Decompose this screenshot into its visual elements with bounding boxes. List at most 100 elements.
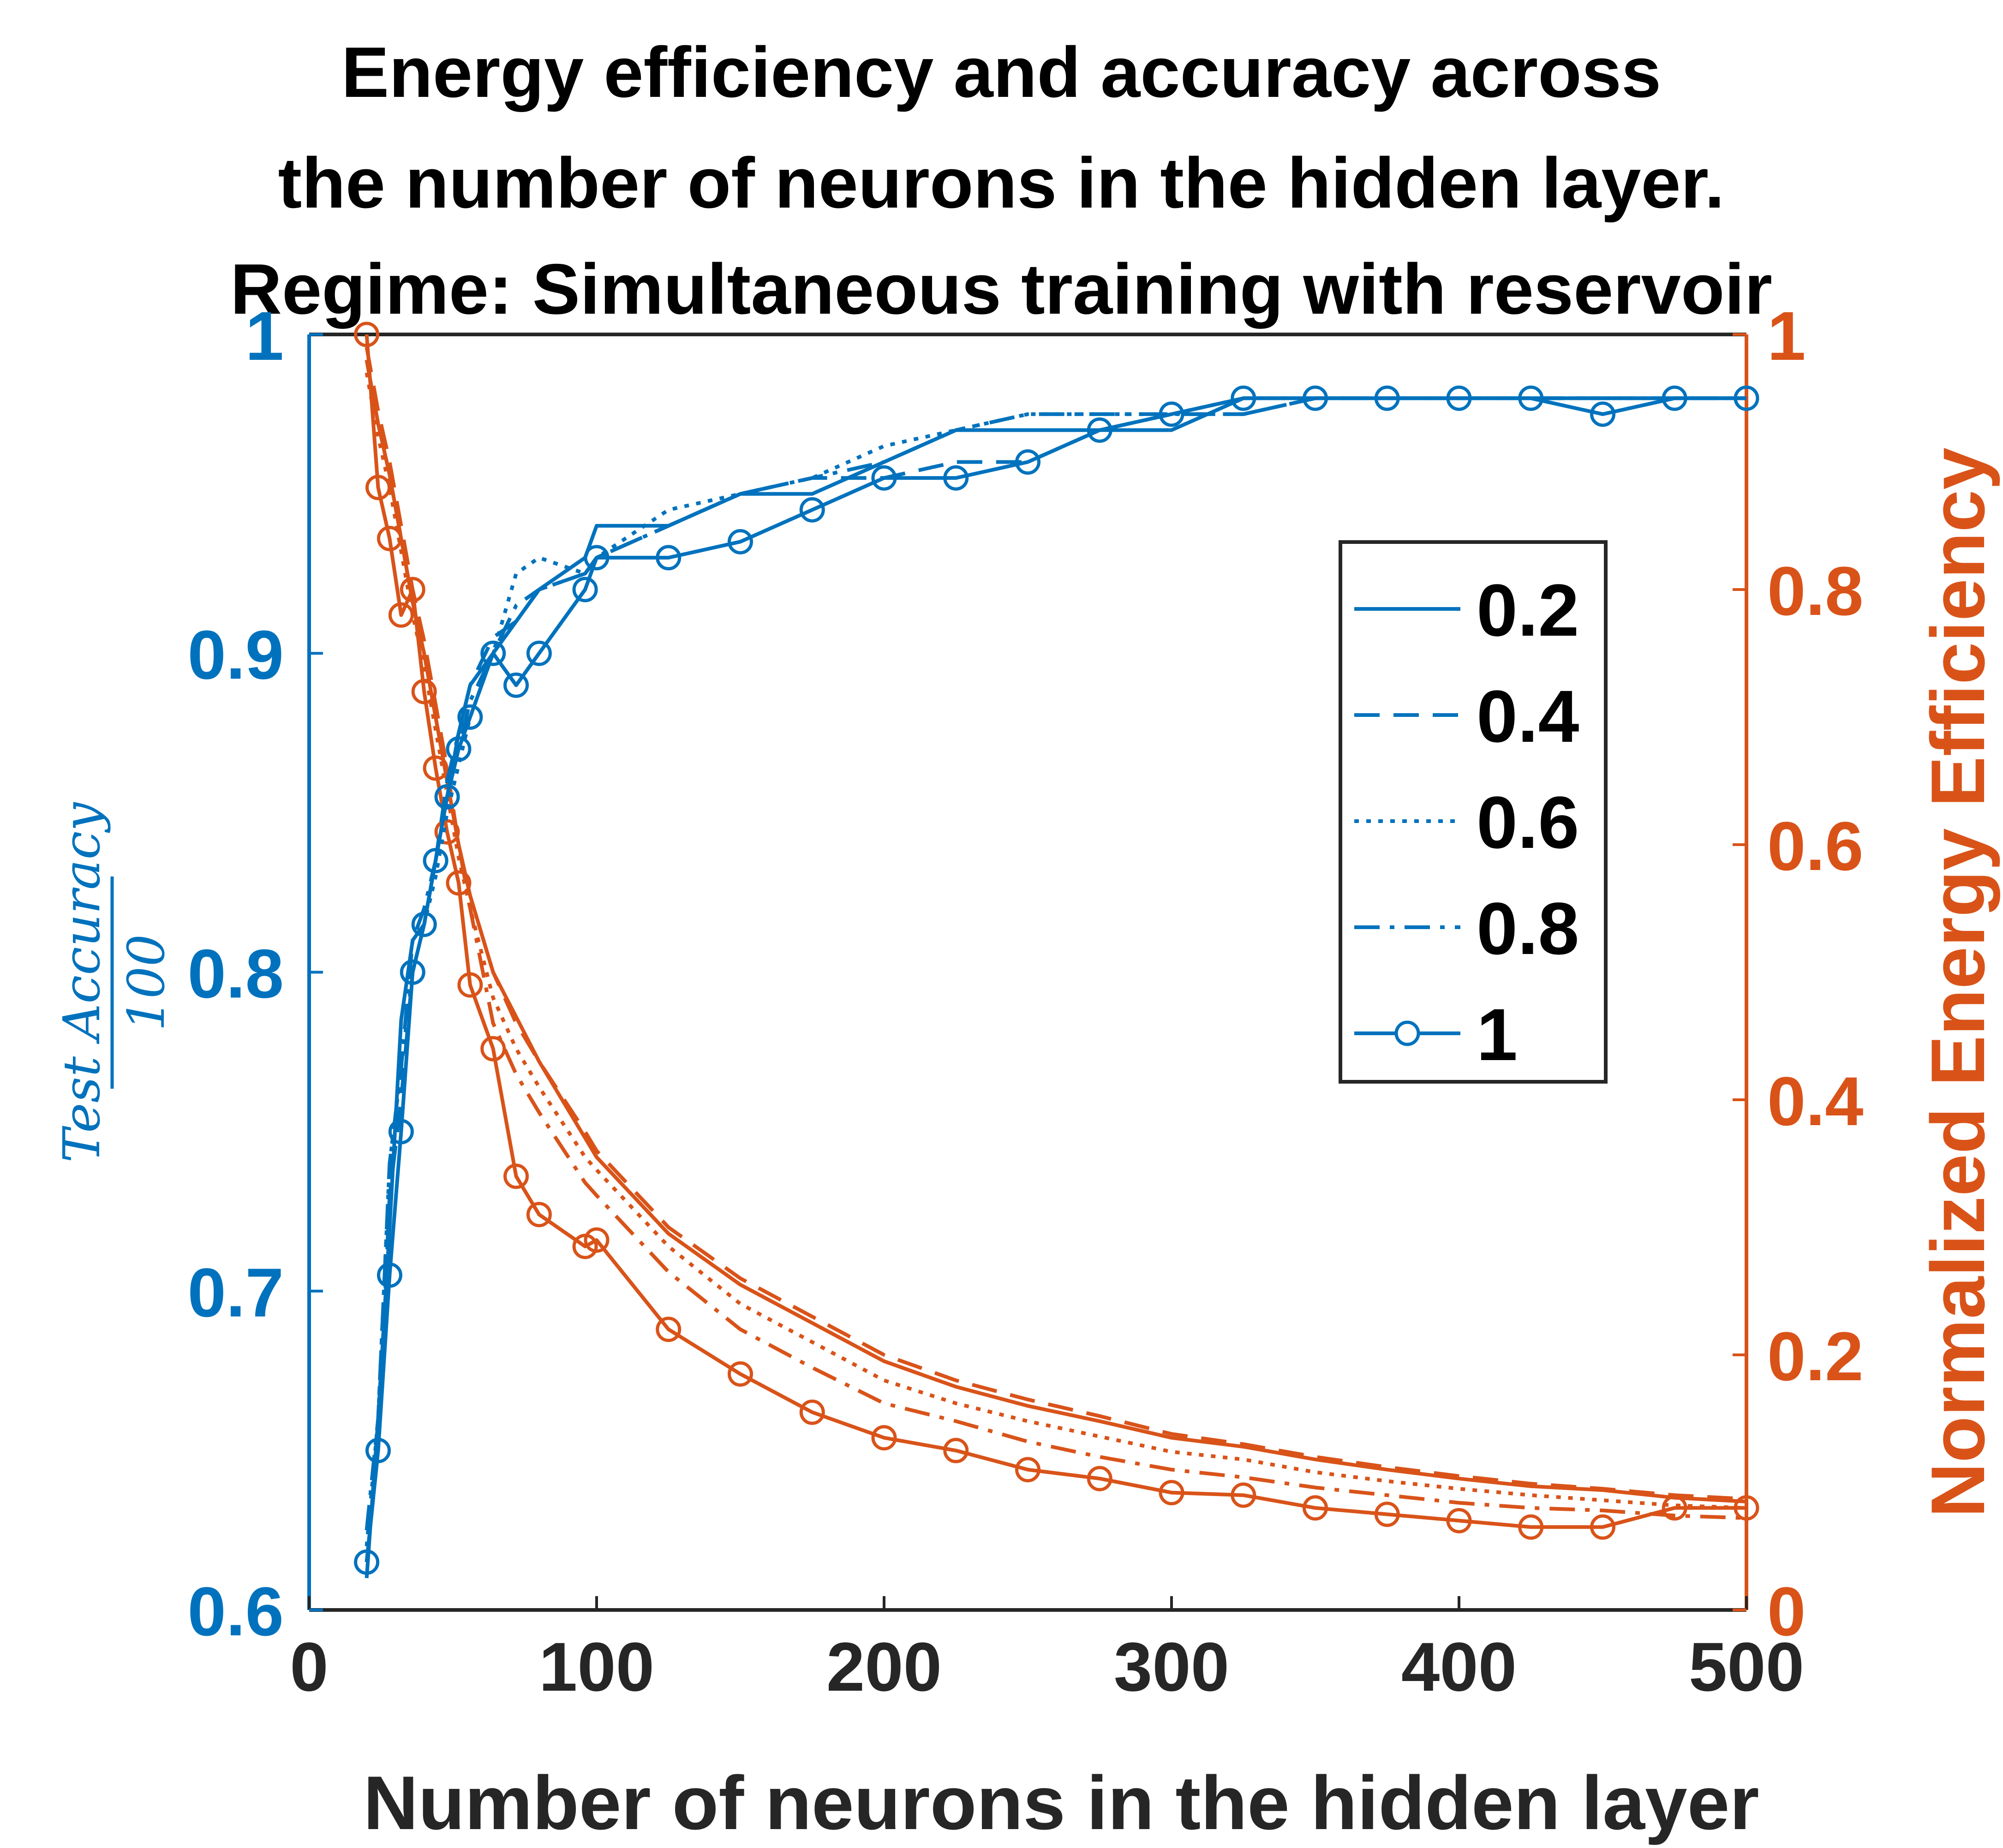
x-tick-label: 500 <box>1689 1628 1804 1705</box>
energy-data-point <box>1734 1495 1759 1521</box>
accuracy-data-point <box>1518 385 1544 411</box>
energy-data-point <box>1590 1514 1615 1540</box>
energy-data-point <box>1231 1482 1256 1508</box>
energy-data-point <box>799 1399 825 1425</box>
accuracy-data-point <box>1590 401 1615 427</box>
legend-label: 0.8 <box>1477 887 1579 970</box>
legend-marker <box>1394 1020 1420 1046</box>
accuracy-data-point <box>388 1119 414 1145</box>
energy-data-point <box>457 972 483 998</box>
accuracy-data-point <box>377 1262 402 1288</box>
accuracy-data-point <box>1087 417 1112 443</box>
energy-series-line-0-8 <box>365 359 1747 1520</box>
left-y-tick-label: 0.7 <box>187 1254 284 1331</box>
accuracy-series-group <box>354 385 1759 1579</box>
x-axis-ticks: 0 100 200 300 400 500 <box>290 1596 1804 1705</box>
energy-series-line-1 <box>365 334 1746 1529</box>
accuracy-data-point <box>871 465 897 491</box>
legend-box <box>1339 540 1608 1084</box>
right-y-axis-label: Normalized Energy Efficiency <box>1915 447 2000 1518</box>
energy-series-group <box>354 322 1759 1540</box>
accuracy-data-point <box>423 848 448 874</box>
accuracy-data-point <box>480 640 506 666</box>
left-y-axis-label: Test Accuracy 100 <box>52 802 176 1163</box>
legend-label: 0.4 <box>1477 675 1579 757</box>
energy-data-point <box>1303 1495 1328 1521</box>
energy-data-point <box>1159 1480 1184 1506</box>
accuracy-data-point <box>446 736 472 762</box>
energy-data-point <box>400 577 425 602</box>
energy-data-point <box>354 322 380 347</box>
accuracy-data-point <box>1662 385 1687 411</box>
chart-title-line-2: the number of neurons in the hidden laye… <box>278 143 1725 223</box>
energy-data-point <box>365 475 391 501</box>
accuracy-data-point <box>457 704 483 730</box>
accuracy-data-point <box>503 672 529 698</box>
left-y-tick-label: 0.9 <box>187 616 284 693</box>
energy-data-point <box>1518 1514 1544 1540</box>
x-tick-label: 400 <box>1401 1628 1517 1705</box>
energy-data-point <box>388 602 414 628</box>
energy-data-point <box>480 1036 506 1061</box>
accuracy-data-point <box>434 784 460 810</box>
right-y-tick-label: 0 <box>1767 1573 1806 1650</box>
accuracy-data-point <box>1015 449 1040 475</box>
left-y-axis-ticks: 0.6 0.7 0.8 0.9 1 <box>187 297 323 1650</box>
accuracy-data-point <box>1159 401 1184 427</box>
left-y-axis-label-numerator: Test Accuracy <box>52 802 111 1163</box>
energy-data-point <box>503 1163 529 1189</box>
energy-data-point <box>871 1425 897 1451</box>
accuracy-data-point <box>400 960 425 985</box>
accuracy-data-point <box>943 465 969 491</box>
energy-data-point <box>1662 1495 1687 1521</box>
accuracy-data-point <box>1446 385 1472 411</box>
x-axis-label: Number of neurons in the hidden layer <box>363 1760 1759 1845</box>
legend-label: 0.2 <box>1477 569 1579 651</box>
right-y-tick-label: 0.8 <box>1767 552 1864 630</box>
accuracy-data-point <box>411 912 437 937</box>
accuracy-data-point <box>354 1549 380 1575</box>
energy-data-point <box>434 819 460 845</box>
accuracy-data-point <box>728 529 753 554</box>
right-y-tick-label: 0.6 <box>1767 807 1864 885</box>
x-tick-label: 100 <box>539 1628 654 1705</box>
accuracy-data-point <box>365 1437 391 1463</box>
accuracy-data-point <box>799 497 825 523</box>
accuracy-data-point <box>526 640 552 666</box>
energy-data-point <box>1446 1508 1472 1533</box>
energy-data-point <box>423 755 448 781</box>
chart-title-line-1: Energy efficiency and accuracy across <box>341 32 1661 112</box>
accuracy-series-line-1 <box>365 396 1746 1562</box>
right-y-tick-label: 0.2 <box>1767 1317 1864 1395</box>
accuracy-series-line-0-8 <box>365 396 1746 1531</box>
energy-data-point <box>584 1227 610 1253</box>
energy-data-point <box>943 1437 969 1463</box>
accuracy-data-point <box>584 545 610 571</box>
left-y-tick-label: 1 <box>245 297 284 375</box>
accuracy-data-point <box>572 577 598 602</box>
energy-data-point <box>728 1361 753 1387</box>
left-y-tick-label: 0.8 <box>187 935 284 1013</box>
energy-data-point <box>1015 1457 1040 1483</box>
energy-data-point <box>446 870 472 896</box>
legend-label: 0.6 <box>1477 781 1579 864</box>
right-y-axis-ticks: 0 0.2 0.4 0.6 0.8 1 <box>1733 297 1864 1650</box>
energy-series-line-0-4 <box>365 346 1747 1501</box>
x-tick-label: 200 <box>826 1628 942 1705</box>
right-y-tick-label: 0.4 <box>1767 1062 1864 1140</box>
legend: 0.2 0.4 0.6 0.8 1 <box>1339 540 1608 1084</box>
accuracy-data-point <box>1374 385 1400 411</box>
left-y-tick-label: 0.6 <box>187 1573 284 1650</box>
energy-data-point <box>1087 1466 1112 1491</box>
energy-series-line-0-2 <box>365 359 1747 1503</box>
x-tick-label: 0 <box>290 1628 328 1705</box>
accuracy-data-point <box>1734 385 1759 411</box>
right-y-tick-label: 1 <box>1767 297 1806 375</box>
legend-label: 1 <box>1477 993 1518 1076</box>
energy-data-point <box>526 1202 552 1228</box>
energy-data-point <box>377 525 402 551</box>
chart-title-line-3: Regime: Simultaneous training with reser… <box>230 249 1772 329</box>
accuracy-data-point <box>656 545 682 571</box>
energy-data-point <box>411 679 437 704</box>
